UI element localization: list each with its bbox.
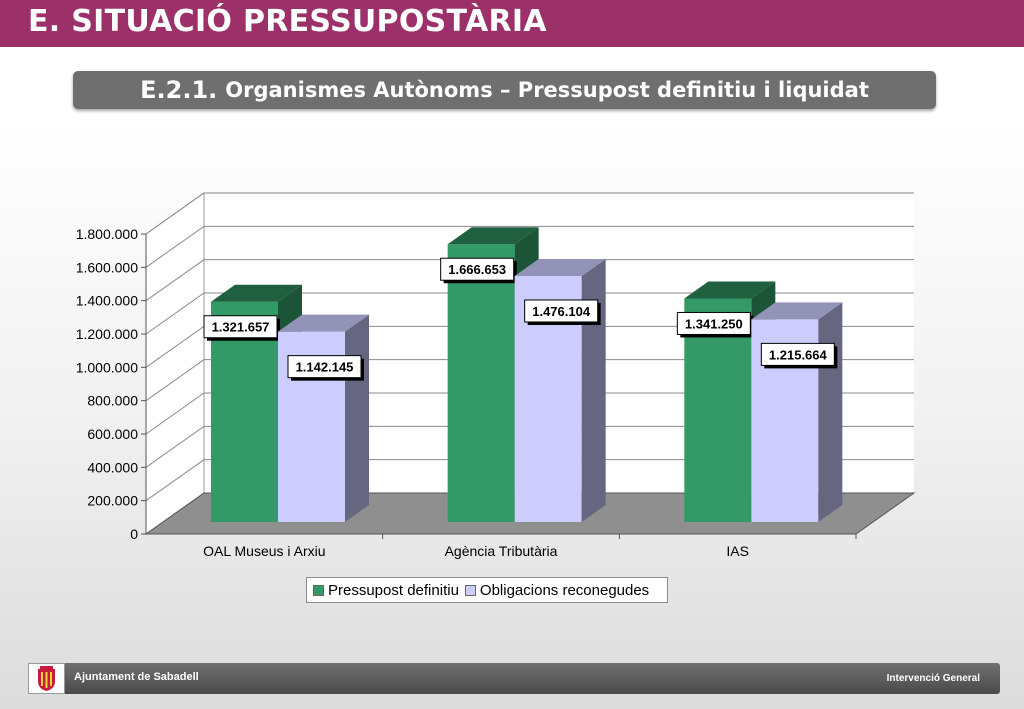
gridline (145, 225, 914, 268)
gridline (145, 192, 914, 235)
footer-organization: Ajuntament de Sabadell (74, 671, 199, 683)
city-logo-icon (28, 663, 65, 694)
data-label: 1.321.657 (212, 320, 270, 335)
data-label-box (287, 355, 362, 379)
chart-legend: Pressupost definitiu Obligacions reconeg… (306, 577, 668, 603)
footer-bar (28, 663, 1000, 694)
bar-top (211, 284, 302, 302)
data-label: 1.341.250 (685, 316, 743, 331)
data-label: 1.666.653 (448, 262, 506, 277)
y-tick-label: 1.200.000 (76, 326, 138, 342)
x-tick-label: Agència Tributària (445, 543, 558, 559)
chart-side-wall (145, 192, 205, 535)
subtitle-text: Organismes Autònoms – Pressupost definit… (225, 78, 869, 102)
gridline (145, 459, 914, 502)
bar-side (581, 258, 606, 522)
bar-side (818, 302, 843, 522)
data-label: 1.215.664 (769, 347, 828, 362)
legend-item-series-2: Obligacions reconegudes (464, 581, 650, 599)
bar-top (447, 227, 539, 245)
subtitle-bar: E.2.1. Organismes Autònoms – Pressupost … (73, 71, 936, 109)
y-tick-label: 200.000 (87, 493, 138, 509)
y-tick-label: 1.000.000 (76, 359, 138, 375)
page-title: E. SITUACIÓ PRESSUPOSTÀRIA (28, 4, 547, 39)
bar-top (751, 302, 843, 320)
x-tick-label: IAS (726, 543, 749, 559)
data-label: 1.476.104 (532, 304, 591, 319)
footer-department: Intervenció General (886, 673, 980, 684)
data-label-box (676, 311, 751, 335)
data-label-box (524, 299, 599, 323)
data-label-box (760, 342, 835, 366)
gridline (145, 292, 914, 335)
y-tick-label: 1.400.000 (76, 293, 138, 309)
data-label-box (440, 257, 515, 281)
bar-front (447, 244, 515, 523)
bar-top (278, 314, 369, 332)
data-label: 1.142.145 (296, 360, 354, 375)
y-tick-label: 800.000 (87, 393, 138, 409)
y-tick-label: 0 (130, 526, 138, 542)
legend-item-series-1: Pressupost definitiu (313, 582, 459, 599)
gridline (145, 392, 914, 435)
y-tick-label: 400.000 (87, 459, 138, 475)
legend-swatch-series-1 (313, 584, 324, 596)
header-bar: E. SITUACIÓ PRESSUPOSTÀRIA (0, 0, 1024, 47)
gridline (145, 259, 914, 302)
y-tick-label: 1.600.000 (76, 259, 138, 275)
data-label-box (203, 315, 278, 339)
legend-label-series-1: Pressupost definitiu (328, 581, 459, 599)
y-tick-label: 1.800.000 (76, 226, 138, 242)
y-tick-label: 600.000 (87, 426, 138, 442)
bar-side (345, 314, 369, 522)
bar-top (684, 281, 776, 299)
legend-swatch-series-2 (464, 584, 476, 596)
gridline (145, 425, 914, 468)
gridline (145, 359, 914, 402)
bar-top (514, 258, 606, 276)
legend-label-series-2: Obligacions reconegudes (479, 581, 650, 599)
subtitle-code: E.2.1. (140, 76, 218, 104)
x-tick-label: OAL Museus i Arxiu (203, 543, 325, 559)
